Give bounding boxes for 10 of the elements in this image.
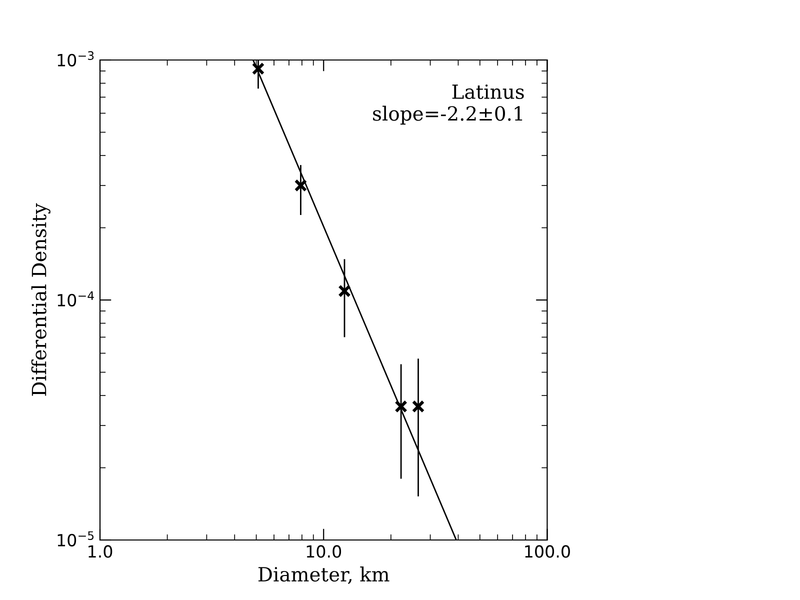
y-tick-label: 10$^{−3}$: [58, 51, 94, 66]
annotation: Latinus: [452, 84, 524, 100]
x-tick-label: 1.0: [88, 545, 112, 558]
y-tick-label: 10$^{−5}$: [58, 531, 94, 546]
x-tick-label: 100.0: [525, 545, 570, 558]
annotation: slope=-2.2±0.1: [373, 106, 522, 125]
y-tick-label: 10$^{−4}$: [58, 291, 94, 306]
x-tick-label: 10.0: [306, 545, 342, 558]
y-axis-title: Differential Density: [31, 203, 50, 396]
x-axis-title: Diameter, km: [258, 566, 390, 584]
